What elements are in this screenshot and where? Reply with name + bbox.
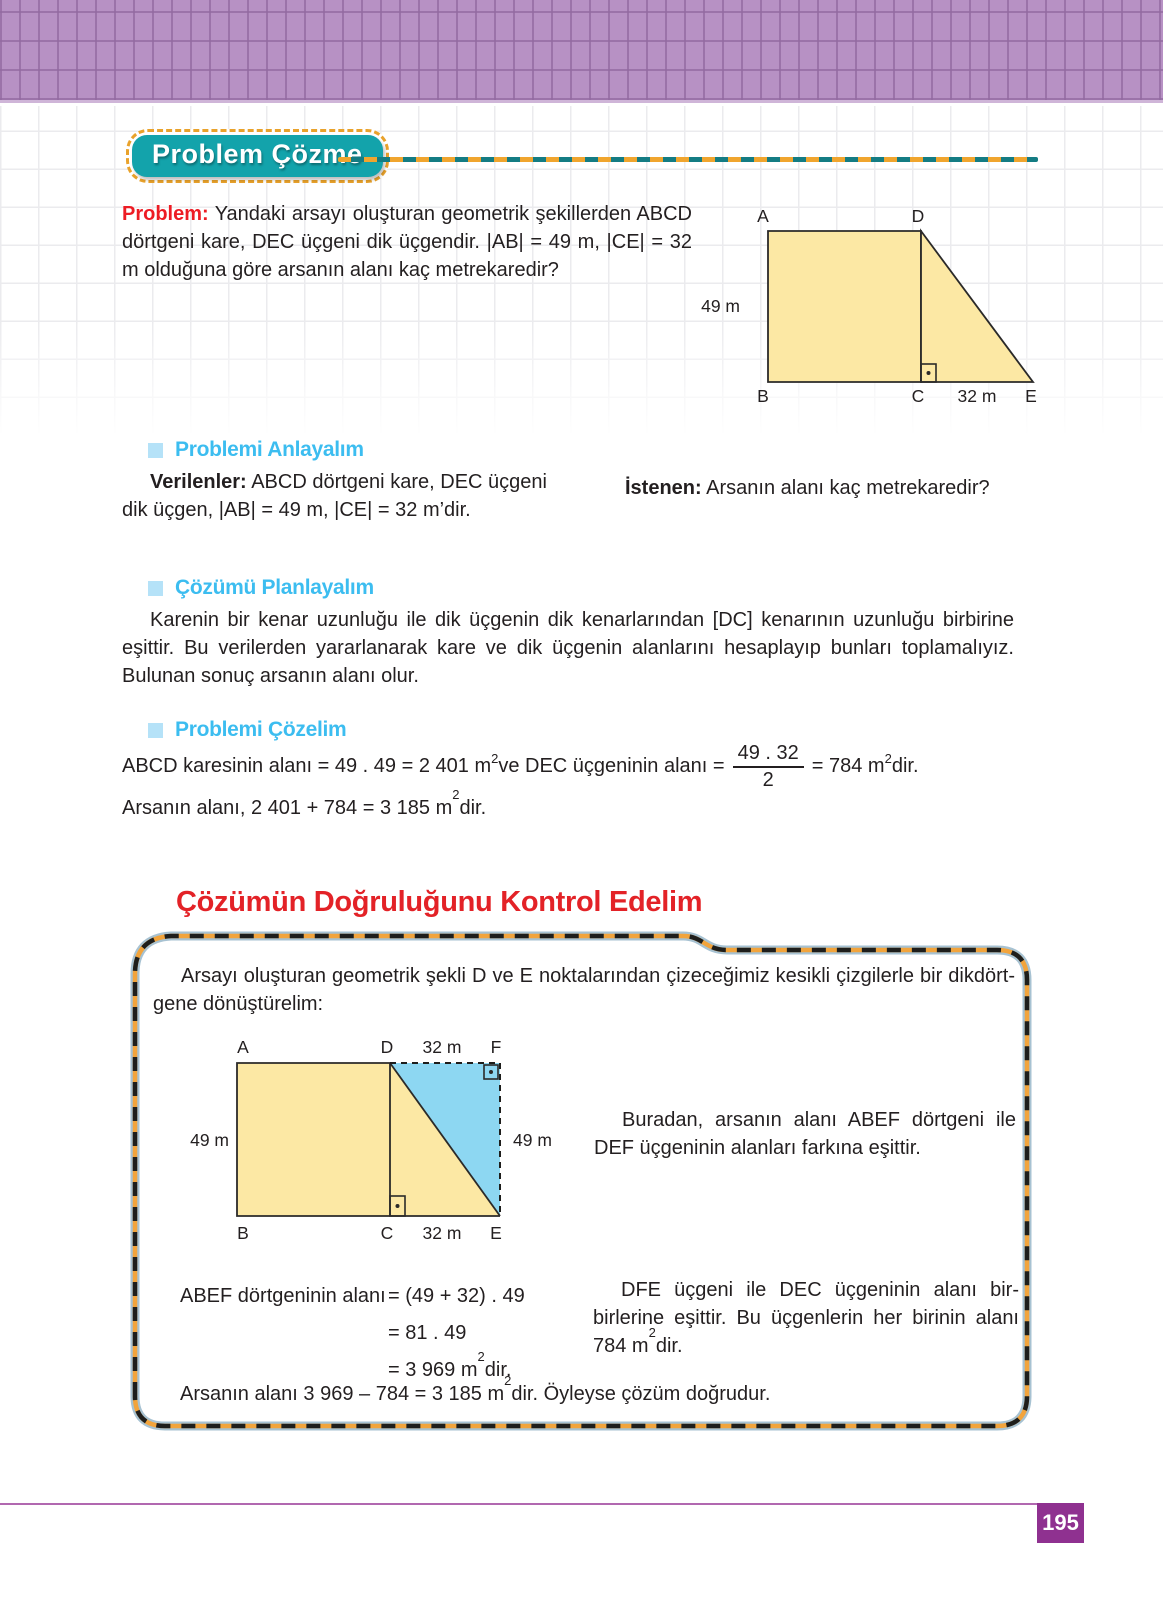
bullet-square-icon <box>148 442 163 458</box>
dfe-equal-note: DFE üçgeni ile DEC üçgeninin alanı bir­b… <box>593 1276 1019 1360</box>
abef-equation-rows: = (49 + 32) . 49 = 81 . 49 = 3 969 m2dir… <box>388 1282 525 1393</box>
hypotenuse-de <box>389 1062 501 1217</box>
section-solve-title: Problemi Çözelim <box>175 718 347 741</box>
vertex-e-label: E <box>1025 386 1037 406</box>
right-angle-dot-f <box>489 1070 493 1074</box>
abef-row-3-value: = 3 969 m <box>388 1359 478 1381</box>
dfe-text: DFE üçgeni ile DEC üçgeninin alanı bir­b… <box>593 1279 1019 1357</box>
eq1-part-b: ve DEC üçgeninin alanı = <box>498 755 725 777</box>
vertex-c-label: C <box>912 386 925 406</box>
vertex-f-label: F <box>491 1038 502 1057</box>
squared-exponent: 2 <box>452 787 460 803</box>
vertex-b-label: B <box>757 386 769 406</box>
right-angle-mark-f <box>483 1064 499 1080</box>
vertex-c-label: C <box>381 1223 394 1243</box>
length-32m-top-label: 32 m <box>423 1038 462 1057</box>
wanted-label: İstenen: <box>625 477 702 499</box>
section-solve-heading: Problemi Çözelim <box>148 718 347 742</box>
figure-land-plot: A D B C 32 m E 49 m <box>701 206 1037 406</box>
problem-paragraph: Problem: Yandaki arsayı oluşturan geomet… <box>122 200 692 284</box>
vertex-e-label: E <box>490 1223 502 1243</box>
badge-dashed-line <box>338 157 1038 162</box>
problem-text: Yandaki arsayı oluşturan geometrik şekil… <box>122 203 692 281</box>
abef-row-1: = (49 + 32) . 49 <box>388 1285 525 1307</box>
fraction-denominator: 2 <box>762 768 774 791</box>
length-49m-right-label: 49 m <box>513 1130 552 1150</box>
solid-outline <box>236 1062 500 1217</box>
squared-exponent: 2 <box>648 1325 656 1341</box>
length-49m-label: 49 m <box>701 296 740 316</box>
squared-exponent: 2 <box>504 1373 512 1389</box>
page-number-badge: 195 <box>1037 1503 1084 1543</box>
wanted-text: Arsanın alanı kaç metrekaredir? <box>701 477 990 499</box>
vertex-a-label: A <box>757 206 769 226</box>
vertex-a-label: A <box>237 1038 249 1057</box>
note-abef-difference: Buradan, arsanın alanı ABEF dörtgeni ile… <box>594 1109 1016 1159</box>
vertex-b-label: B <box>237 1223 249 1243</box>
top-purple-grid-banner <box>0 0 1163 103</box>
right-angle-dot-c <box>395 1204 400 1208</box>
right-angle-dot-c <box>926 371 931 375</box>
wanted-paragraph: İstenen: Arsanın alanı kaç metrekaredir? <box>625 474 1020 502</box>
solution-equation-1: ABCD karesinin alanı = 49 . 49 = 2 401 m… <box>122 741 919 792</box>
triangle-dce <box>920 228 1035 383</box>
section-plan-title: Çözümü Planlayalım <box>175 576 374 599</box>
square-abcd <box>767 230 922 383</box>
length-32m-label: 32 m <box>958 386 997 406</box>
abef-row-2: = 81 . 49 <box>388 1322 467 1344</box>
length-32m-bottom-label: 32 m <box>423 1223 462 1243</box>
abef-area-equations: ABEF dörtgeninin alanı = (49 + 32) . 49 … <box>180 1282 525 1393</box>
given-paragraph: Verilenler: ABCD dörtgeni kare, DEC üçge… <box>122 468 547 524</box>
yellow-region-abed <box>237 1063 500 1216</box>
figure-rectangle-abef: A D 32 m F B C 32 m E 49 m 49 m <box>190 1038 552 1243</box>
section-understand-title: Problemi Anlayalım <box>175 438 364 461</box>
eq2-part-b: dir. <box>459 797 487 819</box>
squared-exponent: 2 <box>477 1349 485 1365</box>
given-label: Verilenler: <box>150 471 247 493</box>
section-plan-heading: Çözümü Planlayalım <box>148 576 374 600</box>
bullet-square-icon <box>148 722 163 738</box>
fraction-49-32-over-2: 49 . 32 2 <box>732 741 804 792</box>
problem-solving-badge: Problem Çözme <box>126 129 389 183</box>
eq1-part-a: ABCD karesinin alanı = 49 . 49 = 2 401 m <box>122 755 492 777</box>
right-angle-mark-c <box>389 1195 406 1217</box>
fraction-numerator: 49 . 32 <box>732 741 804 768</box>
eq2-part-a: Arsanın alanı, 2 401 + 784 = 3 185 m <box>122 797 453 819</box>
eq1-part-d: dir. <box>891 755 919 777</box>
footer-rule <box>0 1503 1038 1505</box>
bullet-square-icon <box>148 580 163 596</box>
verification-intro: Arsayı oluşturan geometrik şekli D ve E … <box>153 965 1015 1015</box>
abef-row-3-suffix: dir. <box>484 1359 512 1381</box>
vertex-d-label: D <box>381 1038 394 1057</box>
badge-title: Problem Çözme <box>132 135 383 177</box>
vertex-d-label: D <box>912 206 925 226</box>
verification-title: Çözümün Doğruluğunu Kontrol Edelim <box>176 886 703 918</box>
solution-equation-2: Arsanın alanı, 2 401 + 784 = 3 185 m2dir… <box>122 788 1052 822</box>
dashed-df-fe <box>390 1062 501 1216</box>
dfe-suffix: dir. <box>655 1335 683 1357</box>
problem-label: Problem: <box>122 203 209 225</box>
eq1-part-c: = 784 m <box>811 755 885 777</box>
conclusion-suffix: dir. Öyleyse çözüm doğrudur. <box>511 1383 771 1405</box>
length-49m-left-label: 49 m <box>190 1130 229 1150</box>
conclusion-text: Arsanın alanı 3 969 – 784 = 3 185 m <box>180 1383 505 1405</box>
abef-equation-label: ABEF dörtgeninin alanı <box>180 1285 386 1307</box>
conclusion-line: Arsanın alanı 3 969 – 784 = 3 185 m2dir.… <box>180 1374 1040 1408</box>
frame-black-dashes <box>132 933 1030 1429</box>
verification-box-frame <box>130 931 1032 1431</box>
given-text: ABCD dörtgeni kare, DEC üçgeni dik üçgen… <box>122 471 547 521</box>
section-understand-heading: Problemi Anlayalım <box>148 438 364 462</box>
right-angle-mark-c <box>920 363 937 383</box>
abef-row-3: = 3 969 m2dir. <box>388 1350 525 1384</box>
plan-paragraph: Karenin bir kenar uzunluğu ile dik üçgen… <box>122 609 1014 687</box>
